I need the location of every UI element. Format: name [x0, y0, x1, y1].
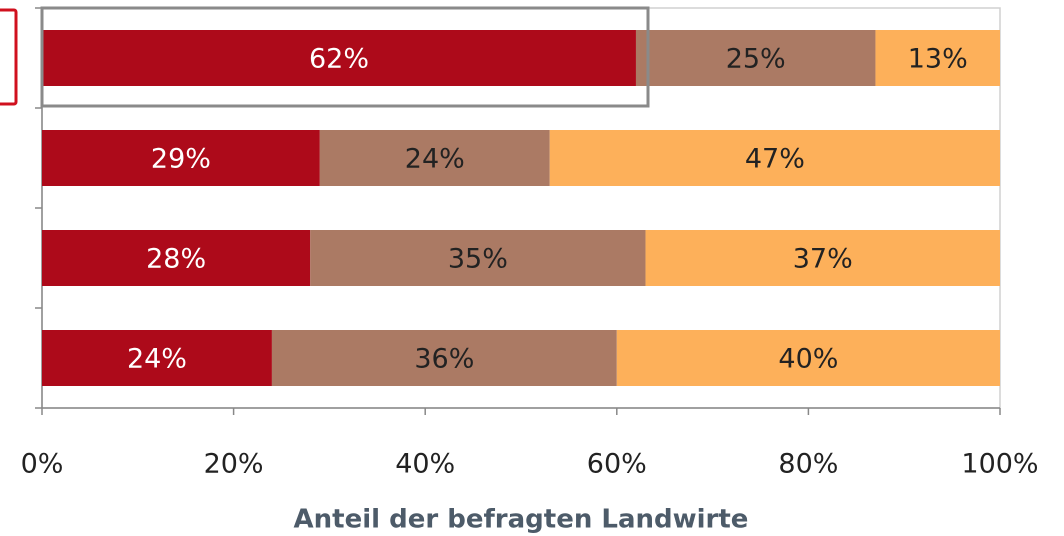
bar-segment [42, 130, 320, 186]
highlight-box-red [0, 8, 18, 106]
x-tick-label: 80% [778, 449, 838, 480]
x-tick-label: 0% [21, 449, 64, 480]
data-label: 13% [908, 44, 968, 75]
bar-segment [42, 330, 272, 386]
bar-segment [319, 130, 550, 186]
data-label: 35% [448, 244, 508, 275]
x-axis-title: Anteil der befragten Landwirte [294, 505, 749, 535]
data-label: 37% [793, 244, 853, 275]
bar-segment [310, 230, 646, 286]
data-label: 28% [146, 244, 206, 275]
bar-segment [42, 30, 636, 86]
x-tick-label: 20% [204, 449, 264, 480]
bar-segment [645, 230, 1000, 286]
bar-segment [875, 30, 1000, 86]
data-label: 36% [414, 344, 474, 375]
x-tick-label: 40% [395, 449, 455, 480]
bar-segment [549, 130, 1000, 186]
bar-segment [42, 230, 311, 286]
x-tick-label: 60% [587, 449, 647, 480]
data-label: 62% [309, 44, 369, 75]
data-label: 40% [778, 344, 838, 375]
bar-segment [616, 330, 1000, 386]
bar-segment [635, 30, 876, 86]
data-label: 24% [405, 144, 465, 175]
x-tick-label: 100% [961, 449, 1038, 480]
data-label: 29% [151, 144, 211, 175]
bar-segment [271, 330, 617, 386]
highlight-box [40, 6, 650, 108]
data-label: 25% [726, 44, 786, 75]
data-label: 47% [745, 144, 805, 175]
data-label: 24% [127, 344, 187, 375]
